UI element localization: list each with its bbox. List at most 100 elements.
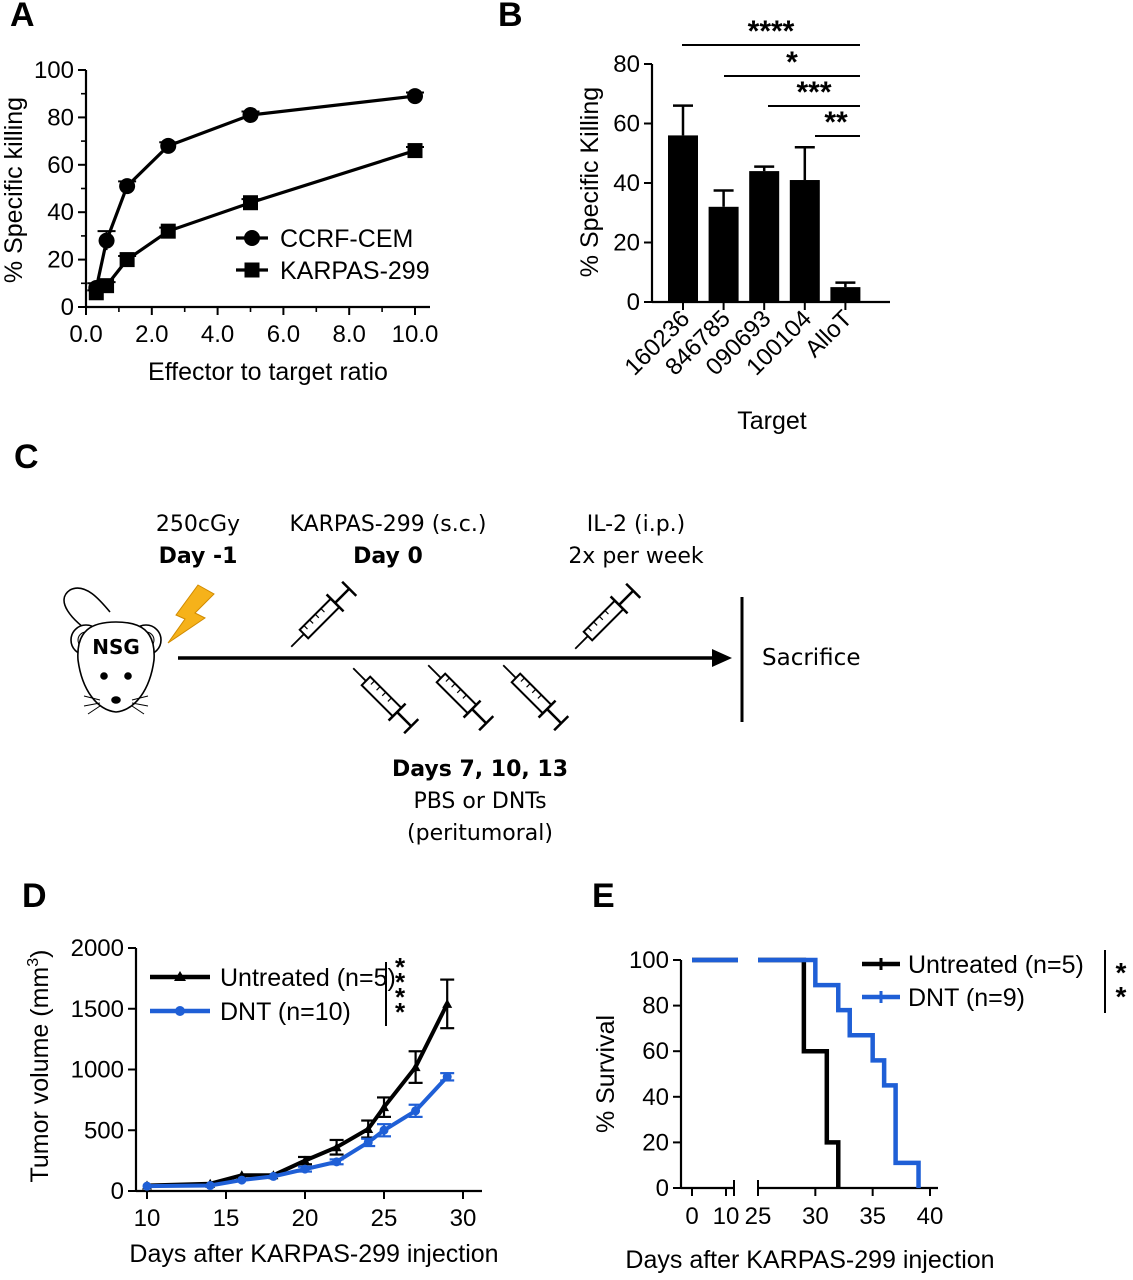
significance-stars: ***	[796, 76, 831, 109]
data-point	[411, 1106, 421, 1116]
data-point	[442, 998, 453, 1008]
significance-star: *	[395, 952, 406, 982]
syringe-plunger-cap	[341, 580, 358, 597]
syringe-mark	[445, 677, 450, 682]
survival-curve	[758, 957, 841, 1188]
syringe-mark	[526, 683, 531, 688]
x-tick-label: 10	[713, 1203, 740, 1230]
y-tick-label: 40	[642, 1084, 669, 1111]
significance-star: *	[395, 997, 406, 1027]
y-tick-label: 60	[642, 1038, 669, 1065]
data-point	[379, 1102, 389, 1112]
x-tick-label: 35	[859, 1203, 886, 1230]
x-tick-label: 0.0	[69, 321, 102, 348]
legend-marker-square	[244, 262, 260, 278]
x-axis-label: Days after KARPAS-299 injection	[625, 1246, 994, 1274]
timeline-arrowhead	[712, 649, 732, 667]
y-tick-label: 0	[61, 294, 74, 321]
data-point	[268, 1171, 278, 1181]
significance-star: *	[1116, 981, 1127, 1012]
y-tick-label: 20	[47, 247, 74, 274]
y-tick-label: 0	[656, 1175, 669, 1202]
x-axis-label: Target	[737, 407, 807, 435]
syringe-plunger-cap	[625, 582, 642, 599]
syringe-barrel	[435, 672, 478, 715]
il2-frequency: 2x per week	[568, 544, 704, 569]
syringe-mark	[456, 688, 462, 694]
syringe-plunger-cap	[403, 718, 420, 735]
syringe-barrel	[510, 672, 553, 715]
panel-label-a: A	[10, 0, 35, 34]
syringe-plunger	[471, 708, 488, 725]
significance-stars: **	[824, 106, 848, 139]
y-tick-label: 0	[111, 1178, 124, 1205]
y-tick-label: 1000	[71, 1057, 124, 1084]
x-tick-label: 10	[134, 1205, 161, 1232]
x-tick-label: 8.0	[333, 321, 366, 348]
syringe-needle	[352, 667, 367, 682]
syringe-needle	[574, 635, 589, 650]
syringe-plunger	[618, 589, 635, 606]
syringe-plunger	[334, 587, 351, 604]
treatment-agent: PBS or DNTs	[413, 789, 546, 814]
panel-label-c: C	[14, 438, 39, 476]
data-point	[379, 1125, 389, 1135]
data-point-square	[407, 143, 423, 159]
syringe-mark	[604, 610, 609, 615]
data-point-square	[160, 223, 176, 239]
data-point	[237, 1175, 247, 1185]
data-point-square	[243, 195, 258, 211]
y-tick-label: 500	[84, 1117, 124, 1144]
syringe-icon-day10	[427, 664, 495, 732]
x-tick-label: 20	[292, 1205, 319, 1232]
syringe-mark	[309, 619, 314, 624]
y-axis-label: Tumor volume (mm3)	[25, 950, 54, 1183]
irradiation-dose: 250cGy	[156, 512, 240, 537]
survival-curve	[758, 957, 921, 1188]
x-tick-label: 15	[213, 1205, 240, 1232]
syringe-barrel	[582, 599, 625, 642]
syringe-mark	[370, 680, 375, 685]
y-tick-label: 80	[47, 104, 74, 131]
y-tick-label: 60	[613, 111, 640, 138]
chart-d-tumor-volume: 10 15 20 25 30 0 500 1000 1500 2000 Days after KAR…	[25, 935, 499, 1268]
syringe-plunger	[396, 711, 413, 728]
data-point-square	[119, 252, 135, 268]
syringe-icon-il2	[574, 582, 642, 650]
y-tick-label: 40	[47, 199, 74, 226]
syringe-mark	[387, 697, 392, 702]
chart-b-target-killing: 020406080160236846785090693100104AlloTTa…	[576, 15, 890, 435]
syringe-mark	[587, 627, 592, 632]
data-point-circle	[242, 107, 259, 124]
injection-label: KARPAS-299 (s.c.)	[290, 512, 487, 537]
syringe-needle	[290, 633, 305, 648]
data-point	[363, 1137, 373, 1147]
legend-label: DNT (n=9)	[908, 984, 1025, 1012]
y-tick-label: 2000	[71, 935, 124, 962]
legend-label: KARPAS-299	[280, 257, 430, 285]
panel-label-e: E	[592, 877, 615, 915]
series-line-ccrf-cem	[94, 94, 416, 289]
data-point	[205, 1181, 215, 1191]
injection-day: Day 0	[353, 544, 423, 569]
y-axis-label: % Specific killing	[0, 97, 28, 283]
il2-label: IL-2 (i.p.)	[587, 512, 686, 537]
syringe-mark	[520, 677, 525, 682]
experiment-schematic: NSG 250cGy Day -1 KARPAS-299 (s.c.) Day …	[63, 512, 860, 846]
y-tick-label: 100	[629, 947, 669, 974]
syringe-mark	[598, 615, 604, 621]
syringe-mark	[537, 694, 542, 699]
sacrifice-label: Sacrifice	[762, 645, 860, 671]
bar-160236	[668, 135, 698, 302]
x-tick-label: 2.0	[135, 321, 168, 348]
y-tick-label: 0	[627, 289, 640, 316]
data-point-circle	[407, 88, 423, 105]
mouse-icon	[63, 587, 162, 715]
data-point-circle	[160, 137, 177, 154]
x-axis-label: Effector to target ratio	[148, 358, 388, 386]
series-line	[146, 1075, 449, 1189]
bar-846785	[708, 206, 739, 302]
syringe-mark	[320, 608, 325, 613]
panel-label-d: D	[22, 877, 47, 915]
syringe-mark	[531, 688, 537, 694]
